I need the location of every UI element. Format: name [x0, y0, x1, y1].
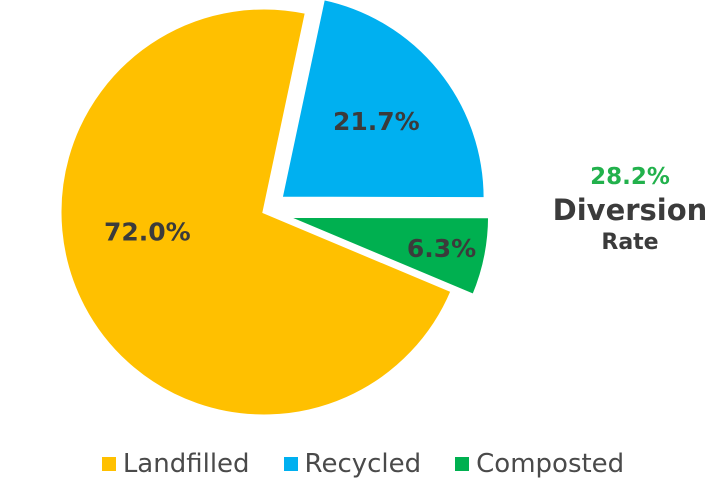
legend-swatch-landfilled	[101, 457, 116, 471]
diversion-rate-subtitle: Rate	[601, 230, 659, 255]
pie-chart-svg: 21.7% 6.3% 72.0%	[58, 0, 492, 418]
legend-item-recycled: Recycled	[283, 449, 422, 479]
diversion-rate-annotation: 28.2% Diversion Rate	[540, 162, 720, 258]
diversion-rate-title: Diversion	[552, 193, 708, 227]
legend-label-recycled: Recycled	[304, 449, 422, 479]
chart-legend: Landfilled Recycled Composted	[0, 446, 726, 482]
pie-slice-recycled	[279, 0, 487, 201]
slice-label-composted: 6.3%	[407, 234, 476, 263]
legend-label-composted: Composted	[476, 449, 625, 479]
legend-swatch-recycled	[283, 457, 298, 471]
slice-label-landfilled: 72.0%	[104, 218, 191, 247]
legend-item-landfilled: Landfilled	[101, 449, 250, 479]
pie-slice-landfilled	[58, 6, 455, 418]
legend-swatch-composted	[455, 457, 470, 471]
slice-label-recycled: 21.7%	[333, 107, 420, 136]
legend-label-landfilled: Landfilled	[122, 449, 250, 479]
diversion-rate-value: 28.2%	[590, 164, 670, 190]
legend-item-composted: Composted	[455, 449, 624, 479]
pie-slice-composted	[284, 214, 492, 298]
